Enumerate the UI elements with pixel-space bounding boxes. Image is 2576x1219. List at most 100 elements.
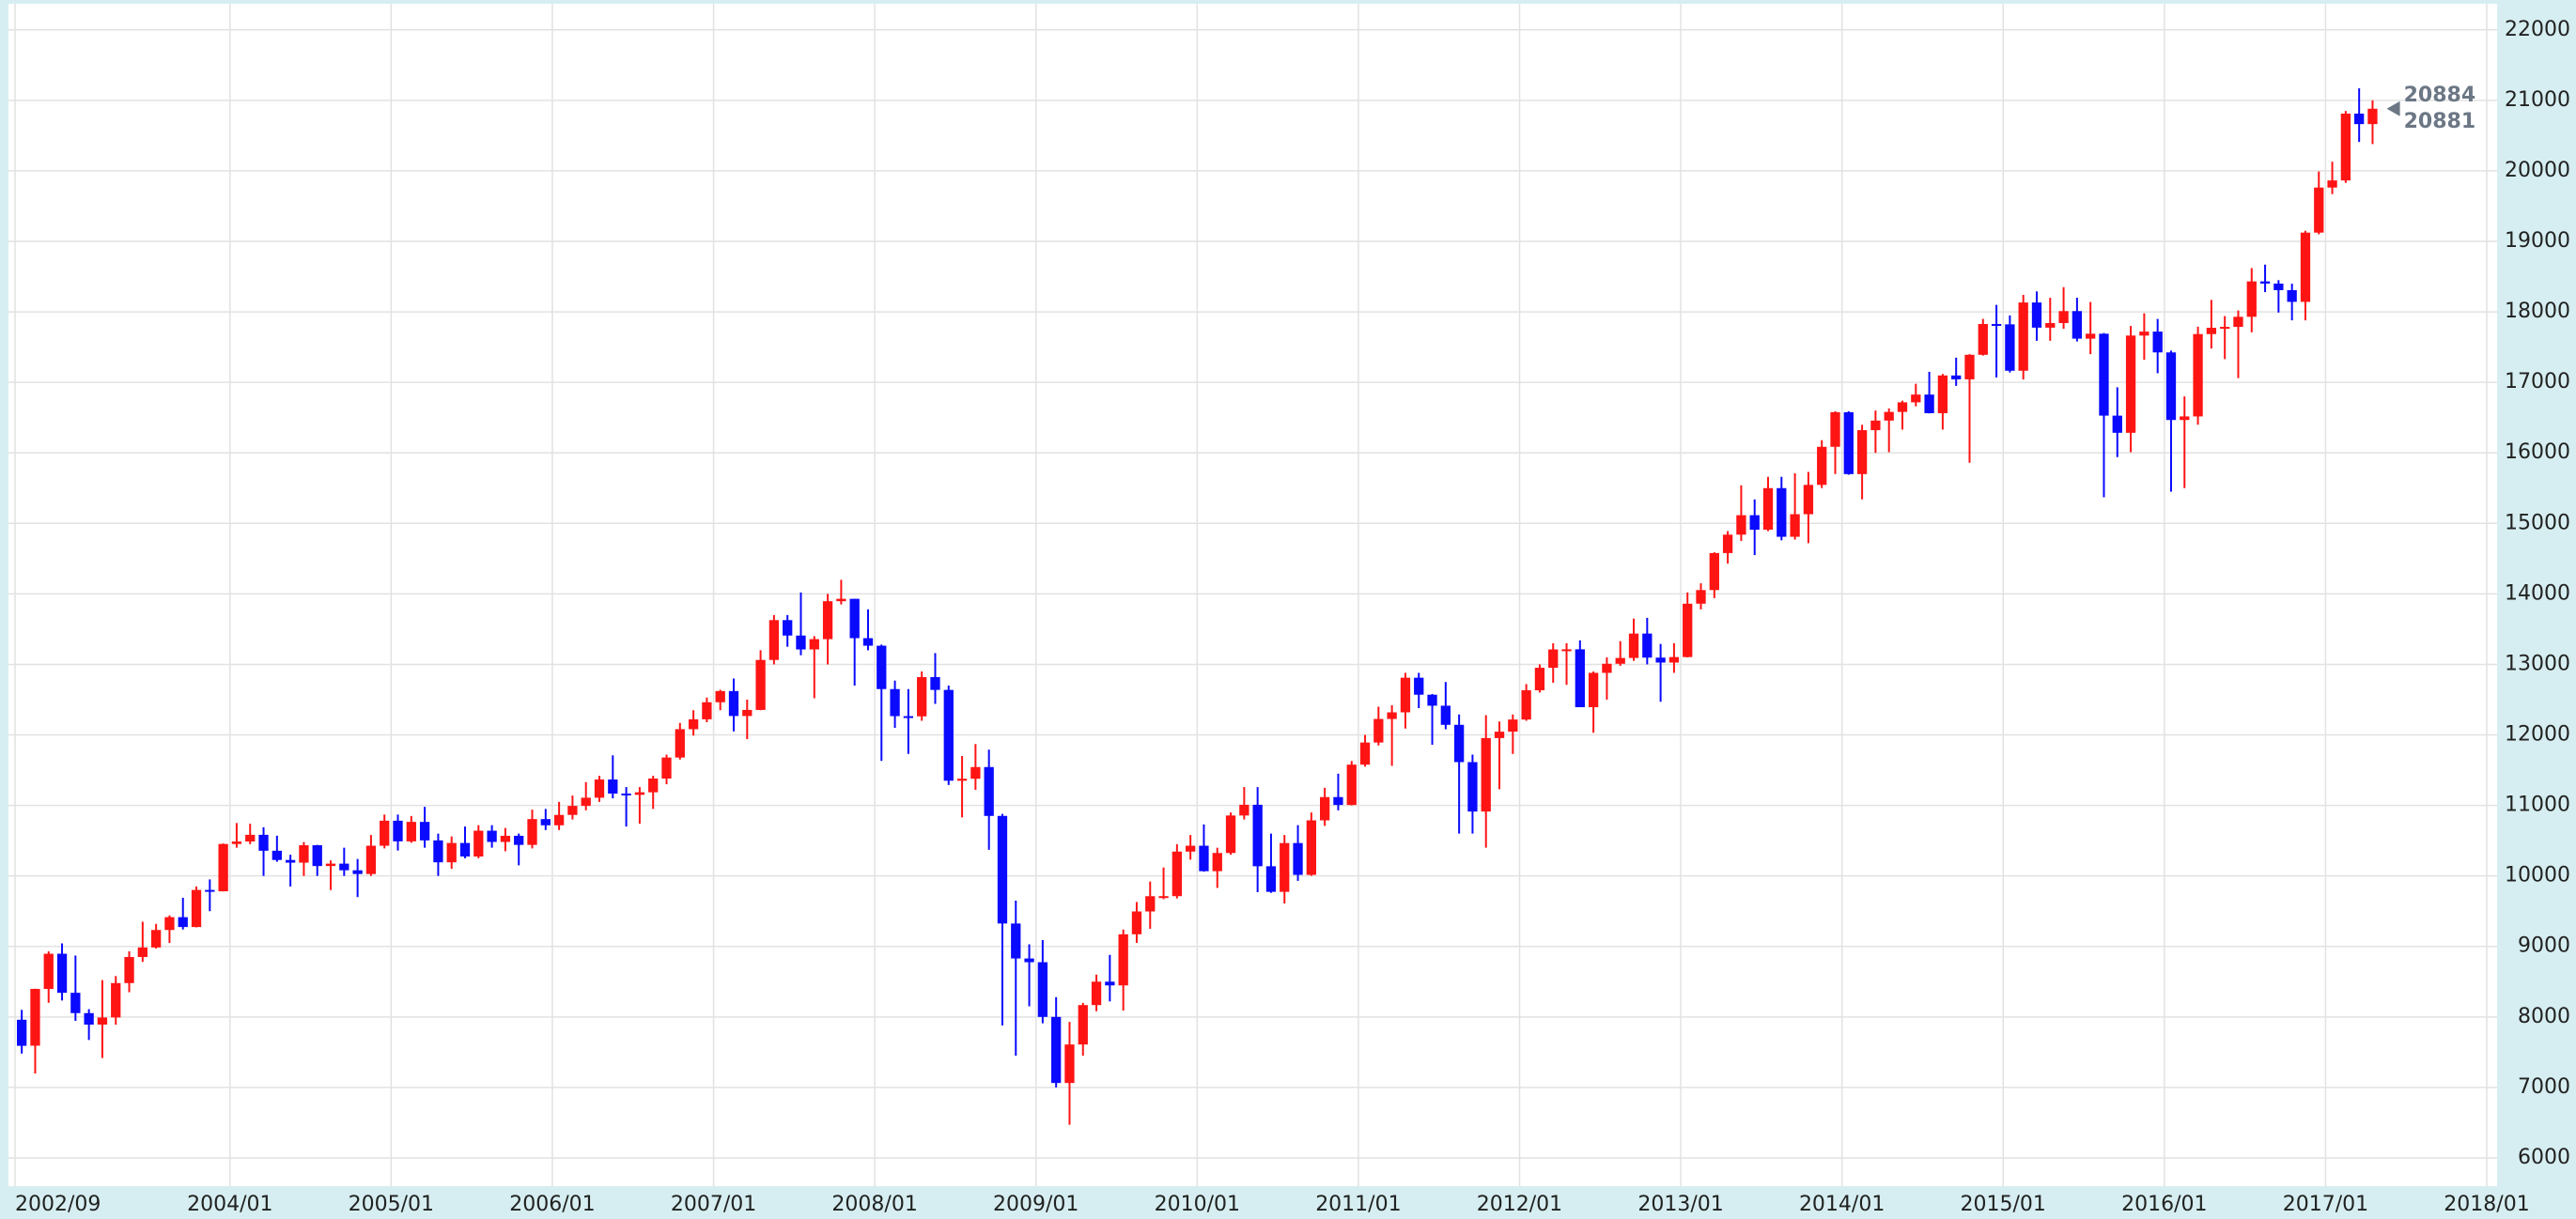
- candle-body: [1427, 694, 1437, 706]
- candle-body: [2206, 328, 2217, 334]
- candle-body: [2367, 108, 2378, 125]
- y-tick-label: 12000: [2505, 723, 2570, 747]
- candle-body: [2273, 283, 2284, 290]
- candle-body: [2099, 333, 2109, 416]
- candle-body: [1830, 411, 1840, 447]
- candle-body: [1951, 375, 1962, 379]
- candle-body: [943, 689, 954, 781]
- candle-body: [1024, 958, 1034, 963]
- candle-body: [218, 843, 228, 892]
- x-tick-label: 2007/01: [671, 1193, 756, 1216]
- candle-body: [688, 718, 699, 730]
- candle-body: [1978, 323, 1988, 355]
- candle-body: [365, 845, 377, 874]
- candle-body: [419, 822, 430, 841]
- candle-body: [836, 598, 846, 602]
- candle-body: [1105, 981, 1115, 986]
- candle-body: [1655, 657, 1666, 663]
- candle-body: [258, 834, 269, 851]
- candle-body: [56, 953, 68, 994]
- candle-body: [164, 917, 175, 931]
- candle-body: [2354, 113, 2365, 125]
- candle-body: [1373, 718, 1384, 743]
- candle-body: [352, 870, 363, 874]
- y-tick-label: 7000: [2518, 1075, 2570, 1099]
- y-tick-label: 14000: [2505, 581, 2570, 605]
- candle-body: [1668, 656, 1680, 663]
- candle-body: [2340, 113, 2351, 181]
- candle-body: [661, 757, 672, 779]
- x-tick-label: 2009/01: [993, 1193, 1079, 1216]
- candle-body: [1722, 534, 1733, 553]
- candle-body: [1508, 719, 1518, 733]
- candle-body: [1225, 815, 1236, 854]
- candle-body: [877, 645, 887, 689]
- candle-body: [2259, 281, 2271, 284]
- candle-body: [43, 953, 54, 990]
- y-tick-label: 22000: [2505, 18, 2570, 41]
- candle-body: [1736, 515, 1746, 535]
- candle-body: [30, 989, 40, 1046]
- candle-body: [956, 779, 968, 781]
- candle-body: [2058, 311, 2069, 324]
- x-tick-label: 2002/09: [15, 1193, 101, 1216]
- candle-body: [1011, 923, 1021, 959]
- candle-body: [2018, 302, 2028, 371]
- candle-body: [1199, 845, 1209, 872]
- y-tick-label: 16000: [2505, 440, 2570, 464]
- candle-body: [1991, 323, 2002, 326]
- candle-body: [1696, 590, 1706, 604]
- candle-body: [70, 993, 81, 1013]
- candle-body: [1091, 981, 1102, 1006]
- candle-body: [459, 842, 471, 857]
- candle-body: [1037, 962, 1048, 1017]
- x-tick-label: 2012/01: [1477, 1193, 1562, 1216]
- candle-body: [1494, 732, 1505, 738]
- candle-body: [1937, 375, 1948, 413]
- candle-body: [1333, 796, 1343, 806]
- candle-body: [702, 702, 712, 719]
- candle-body: [1548, 649, 1559, 669]
- candle-body: [1924, 394, 1934, 413]
- candle-body: [675, 729, 685, 758]
- candle-body: [205, 889, 215, 892]
- candle-body: [1440, 705, 1451, 725]
- candle-body: [285, 859, 296, 863]
- candle-body: [2300, 232, 2311, 302]
- candle-body: [2072, 311, 2083, 339]
- candle-body: [567, 806, 578, 815]
- candle-body: [1118, 934, 1128, 986]
- candle-body: [2112, 415, 2122, 433]
- candle-body: [2139, 332, 2149, 336]
- candle-body: [406, 822, 416, 841]
- x-tick-label: 2011/01: [1315, 1193, 1401, 1216]
- candle-body: [755, 659, 766, 710]
- candle-body: [2193, 333, 2203, 417]
- candle-body: [1521, 690, 1531, 720]
- candle-body: [1186, 845, 1196, 852]
- candle-body: [178, 917, 188, 928]
- candle-body: [1078, 1005, 1088, 1045]
- candle-body: [1064, 1044, 1075, 1084]
- candle-body: [2220, 327, 2230, 330]
- candle-body: [862, 638, 874, 646]
- candle-body: [325, 863, 336, 867]
- candles: [17, 88, 2378, 1125]
- candle-body: [1534, 668, 1545, 691]
- candle-body: [1414, 677, 1424, 695]
- candle-body: [2327, 180, 2337, 188]
- x-tick-label: 2005/01: [349, 1193, 434, 1216]
- candle-body: [312, 845, 322, 867]
- x-tick-label: 2008/01: [831, 1193, 917, 1216]
- y-tick-label: 17000: [2505, 370, 2570, 393]
- candle-body: [433, 840, 443, 863]
- candle-body: [1911, 394, 1921, 403]
- y-tick-label: 21000: [2505, 88, 2570, 112]
- candle-body: [917, 676, 927, 717]
- y-tick-label: 20000: [2505, 159, 2570, 182]
- candle-body: [245, 834, 256, 842]
- x-tick-label: 2013/01: [1637, 1193, 1723, 1216]
- y-tick-label: 8000: [2518, 1005, 2570, 1028]
- candle-body: [621, 793, 631, 795]
